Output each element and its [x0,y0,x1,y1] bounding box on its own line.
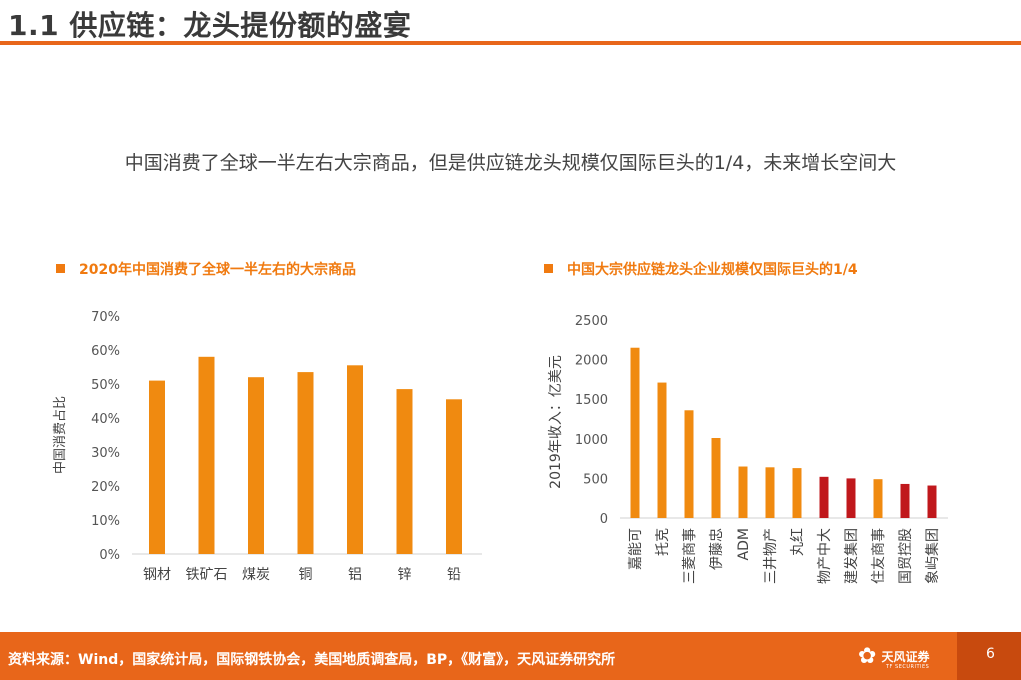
chart2-x-tick-label: 丸红 [790,528,806,556]
page-title: 1.1 供应链：龙头提份额的盛宴 [8,9,412,42]
chart1-y-tick-label: 30% [91,446,120,461]
company-logo: ✿ 天风证券 TF SECURITIES [858,644,930,670]
chart2-y-tick-label: 2500 [575,314,608,329]
chart2-bar-1 [657,382,667,518]
chart1-y-axis-label: 中国消费占比 [53,396,68,474]
chart2-x-tick-label: 国贸控股 [898,528,914,584]
chart2-bar-0 [630,347,640,518]
chart1-title: 2020年中国消费了全球一半左右的大宗商品 [56,259,356,279]
chart1-x-tick-label: 锌 [398,567,412,583]
chart2-bar-2 [684,410,694,518]
chart1-x-tick-label: 铝 [348,567,362,583]
chart1-y-tick-label: 50% [91,378,120,393]
chart2-x-tick-label: 嘉能可 [628,528,644,570]
chart1-bar-5 [396,389,413,554]
chart2-title-text: 中国大宗供应链龙头企业规模仅国际巨头的1/4 [567,262,858,278]
chart2-bar-9 [873,479,883,518]
chart1-x-tick-label: 铁矿石 [186,567,228,583]
chart1-x-tick-label: 煤炭 [242,567,270,583]
chart1-bar-4 [347,365,363,554]
chart2-x-tick-label: 伊藤忠 [709,528,725,570]
chart2-bar-6 [792,468,802,518]
footer-bar: 资料来源：Wind，国家统计局，国际钢铁协会，美国地质调查局，BP，《财富》，天… [0,632,1021,680]
chart2-x-tick-label: ADM [736,528,752,560]
chart1-y-tick-label: 40% [91,412,120,427]
chart1-y-tick-label: 10% [91,514,120,529]
chart2-y-axis-label: 2019年收入：亿美元 [548,355,564,489]
chart2-x-tick-label: 三井物产 [763,528,779,584]
chart2-x-tick-label: 三菱商事 [682,528,698,584]
logo-subtext: TF SECURITIES [886,664,930,670]
chart1-y-tick-label: 20% [91,480,120,495]
chart1-title-text: 2020年中国消费了全球一半左右的大宗商品 [79,262,356,278]
flower-logo-icon: ✿ [858,644,877,669]
bullet-square-icon [56,264,65,273]
chart2-x-tick-label: 物产中大 [817,528,833,584]
chart2-bar-8 [846,478,856,518]
chart2-x-tick-label: 建发集团 [843,528,860,584]
chart2-x-tick-label: 象屿集团 [924,528,941,584]
chart1-bar-0 [149,380,165,554]
page-subtitle: 中国消费了全球一半左右大宗商品，但是供应链龙头规模仅国际巨头的1/4，未来增长空… [124,152,897,174]
chart2-bar-3 [711,438,721,518]
page-number: 6 [986,646,995,662]
chart2-y-tick-label: 1500 [575,393,608,408]
chart1-bar-2 [248,377,264,554]
chart2-bar-10 [900,483,910,518]
chart2-bar-11 [927,485,937,518]
chart2-title: 中国大宗供应链龙头企业规模仅国际巨头的1/4 [544,259,858,279]
chart2-bar-7 [819,476,829,518]
chart2-x-tick-label: 住友商事 [871,528,887,584]
chart1-x-tick-label: 铜 [299,567,313,583]
chart1-y-tick-label: 70% [91,310,120,325]
chart2-bar-5 [765,467,775,518]
chart1-y-tick-label: 60% [91,344,120,359]
chart1-bar-1 [198,356,215,554]
chart2-y-tick-label: 500 [583,472,608,487]
source-note: 资料来源：Wind，国家统计局，国际钢铁协会，美国地质调查局，BP，《财富》，天… [8,652,616,668]
chart2-y-tick-label: 2000 [575,354,608,369]
bullet-square-icon [544,264,553,273]
chart2-x-tick-label: 托克 [655,528,671,556]
chart2-bar-4 [738,466,748,518]
logo-text: 天风证券 [881,650,930,664]
page-number-box [957,632,1021,680]
title-underline [0,41,1021,45]
chart1-x-tick-label: 钢材 [143,567,171,583]
chart1-y-tick-label: 0% [99,548,120,563]
chart1-bar-3 [297,372,314,554]
chart1-x-tick-label: 铅 [447,567,461,583]
chart1-bar-6 [446,399,462,554]
chart2-y-tick-label: 1000 [575,433,608,448]
chart2-y-tick-label: 0 [600,512,608,527]
